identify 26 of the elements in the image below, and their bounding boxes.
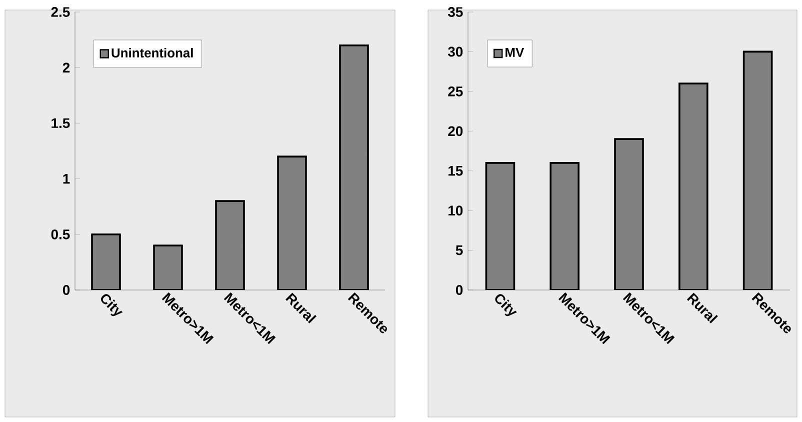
legend-label: Unintentional bbox=[112, 48, 193, 58]
y-tick-label: 20 bbox=[448, 126, 463, 136]
legend-label: MV bbox=[506, 48, 524, 57]
bar bbox=[550, 162, 580, 290]
bar bbox=[339, 44, 369, 290]
y-tick-label: 15 bbox=[448, 166, 463, 176]
y-tick-label: 10 bbox=[448, 206, 463, 216]
bar bbox=[614, 138, 644, 290]
y-tick-label: 5 bbox=[456, 245, 463, 256]
x-tick-label: City bbox=[100, 294, 123, 316]
bar bbox=[742, 50, 773, 290]
y-tick-label: 0.5 bbox=[51, 229, 70, 240]
bar bbox=[215, 200, 245, 290]
y-tick-label: 25 bbox=[448, 86, 463, 96]
y-tick-label: 1 bbox=[63, 174, 70, 184]
y-tick-label: 2.5 bbox=[51, 7, 70, 17]
y-tick-label: 30 bbox=[448, 46, 463, 57]
y-tick-label: 35 bbox=[448, 7, 463, 17]
y-tick-label: 2 bbox=[62, 62, 70, 72]
y-tick-label: 0 bbox=[62, 285, 70, 295]
x-tick-label: City bbox=[495, 294, 517, 316]
bar bbox=[277, 156, 307, 290]
y-tick-label: 0 bbox=[456, 285, 463, 295]
bar bbox=[485, 162, 516, 290]
bar bbox=[678, 82, 708, 290]
y-tick-label: 1.5 bbox=[52, 118, 70, 128]
